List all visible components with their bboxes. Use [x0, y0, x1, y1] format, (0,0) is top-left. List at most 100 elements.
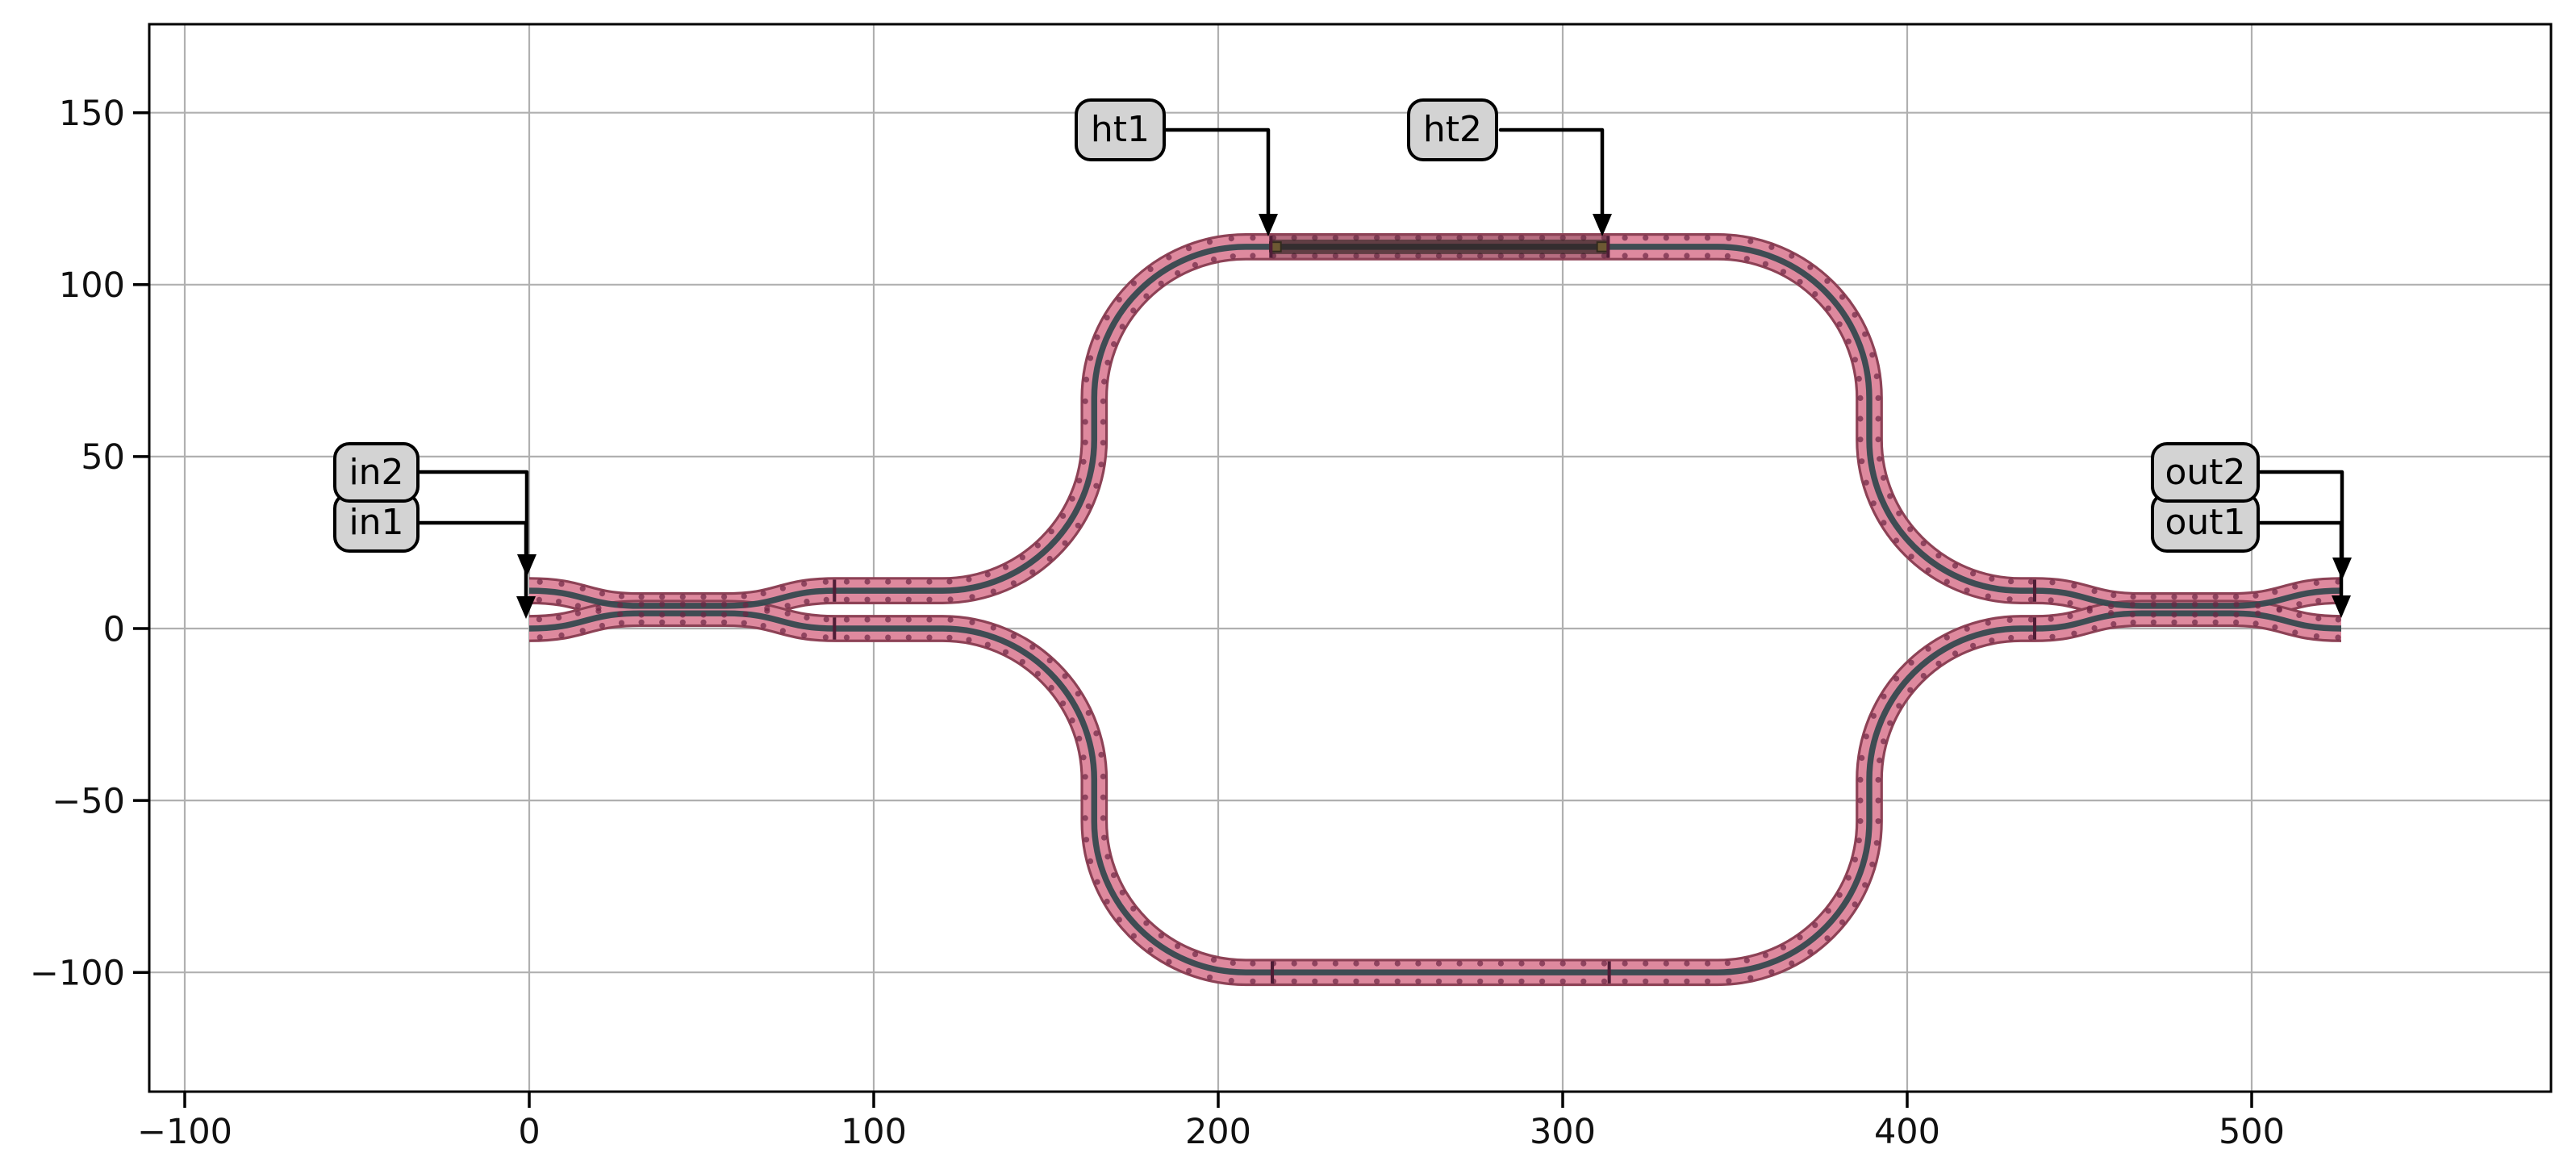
waveguide-dot [1250, 978, 1256, 984]
waveguide-dot [1374, 978, 1380, 984]
waveguide-dot [947, 596, 954, 603]
waveguide-dot [2130, 619, 2136, 626]
waveguide-dot [2129, 612, 2136, 618]
waveguide-dot [1559, 253, 1566, 259]
waveguide-dot [618, 593, 625, 599]
waveguide-dot [556, 599, 562, 605]
waveguide-dot [1824, 278, 1831, 284]
port-label-in2: in2 [333, 442, 420, 503]
y-tick-label: 0 [103, 609, 125, 650]
waveguide-dot [1622, 235, 1628, 241]
waveguide-dot [1456, 235, 1463, 241]
waveguide-dot [1559, 235, 1566, 241]
waveguide-dot [1111, 872, 1117, 879]
waveguide-dot [1069, 495, 1075, 502]
waveguide-dot [1101, 834, 1108, 841]
waveguide-dot [742, 611, 749, 617]
waveguide-dot [1797, 934, 1803, 941]
y-tick-label: −100 [30, 953, 125, 993]
waveguide-dot [659, 601, 666, 608]
waveguide-dot [1207, 974, 1213, 980]
waveguide-dot [659, 619, 666, 625]
waveguide-dot [1726, 978, 1732, 984]
waveguide-dot [574, 610, 582, 616]
waveguide-dot [1862, 331, 1868, 337]
waveguide-dot [1010, 580, 1017, 587]
waveguide-dot [926, 634, 933, 641]
waveguide-dot [1726, 235, 1732, 241]
waveguide-dot [1964, 625, 1970, 632]
waveguide-dot [1075, 691, 1081, 697]
waveguide-dot [2027, 578, 2035, 585]
waveguide-dot [947, 616, 954, 623]
waveguide-dot [990, 588, 996, 595]
waveguide-dot [1622, 960, 1628, 967]
waveguide-dot [864, 578, 870, 585]
waveguide-dot [1497, 960, 1504, 967]
waveguide-dot [1130, 307, 1137, 314]
waveguide-dot [885, 578, 891, 585]
waveguide-dot [1312, 978, 1318, 984]
waveguide-dot [1857, 797, 1864, 804]
waveguide-dot [1085, 710, 1092, 716]
waveguide-dot [679, 594, 686, 600]
waveguide-dot [1048, 528, 1054, 535]
waveguide-dot [1116, 917, 1122, 923]
waveguide-dot [984, 571, 991, 578]
waveguide-dot [1580, 978, 1587, 984]
waveguide-dot [1119, 324, 1125, 330]
waveguide-dot [1859, 458, 1865, 465]
port-label-out2: out2 [2151, 442, 2260, 503]
waveguide-dot [721, 619, 728, 625]
waveguide-dot [1435, 235, 1442, 241]
waveguide-dot [843, 616, 850, 623]
annotation-arrowhead-in1 [516, 596, 536, 619]
waveguide-dot [1291, 960, 1297, 967]
waveguide-dot [1852, 901, 1858, 908]
waveguide-dot [679, 619, 686, 625]
port-label-ht2-text: ht2 [1422, 109, 1483, 150]
waveguide-dot [843, 634, 850, 641]
waveguide-dot [1869, 352, 1876, 358]
waveguide-dot [969, 594, 975, 600]
waveguide-dot [1724, 253, 1731, 259]
waveguide-dot [2129, 601, 2136, 608]
waveguide-dot [1230, 959, 1236, 966]
waveguide-cladding-top [528, 236, 2342, 617]
waveguide-dot [1964, 587, 1970, 594]
waveguide-dot [801, 632, 808, 639]
waveguide-dot [721, 601, 728, 608]
waveguide-dot [864, 596, 870, 603]
waveguide-dot [843, 596, 850, 603]
waveguide-dot [2048, 616, 2054, 622]
waveguide-dot [764, 605, 770, 612]
waveguide-dot [1704, 235, 1711, 241]
waveguide-dot [2171, 594, 2177, 600]
waveguide-dot [618, 620, 625, 626]
annotation-arrowhead-out1 [2332, 595, 2351, 618]
waveguide-outline-bottom [528, 599, 2342, 987]
waveguide-dot [741, 593, 747, 599]
annotation-arrowhead-in2 [517, 554, 536, 577]
waveguide-dot [1175, 269, 1181, 277]
waveguide-dot [2108, 603, 2115, 610]
waveguide-dot [1663, 253, 1669, 259]
waveguide-dot [1456, 253, 1463, 259]
waveguide-dot [2086, 608, 2093, 614]
waveguide-dot [1643, 235, 1649, 241]
waveguide-dot [1082, 815, 1088, 821]
waveguide-dot [1859, 754, 1865, 762]
waveguide-dot [2071, 630, 2077, 637]
waveguide-dot [864, 634, 870, 641]
waveguide-dot [1158, 933, 1164, 939]
waveguide-dot [1435, 960, 1442, 967]
waveguides [528, 233, 2342, 987]
waveguide-dot [1663, 960, 1669, 967]
waveguide-dot [558, 632, 565, 639]
waveguide-dot [946, 578, 953, 585]
waveguide-dot [1780, 269, 1787, 275]
waveguide-dot [1875, 416, 1881, 422]
waveguide-dot [2255, 610, 2261, 616]
waveguide-dot [1029, 569, 1036, 575]
waveguide-dot [1029, 644, 1036, 650]
